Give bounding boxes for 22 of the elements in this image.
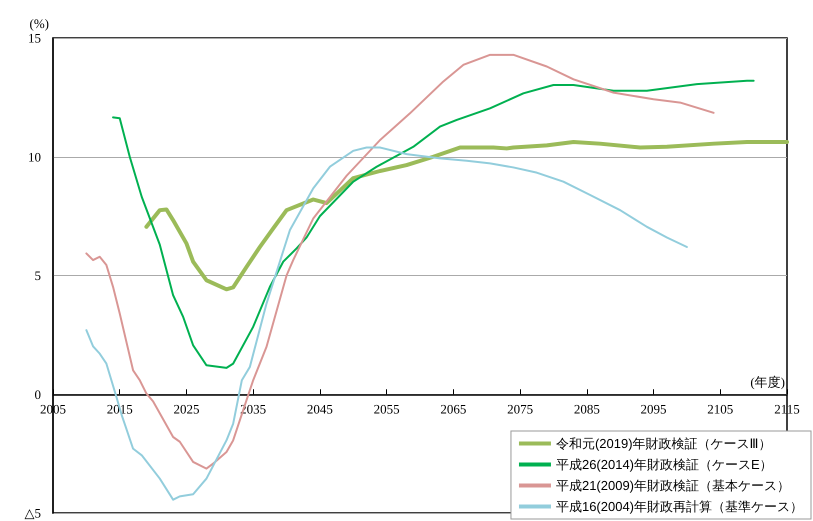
y-tick-label: 0 [34,386,41,402]
y-tick-label: 5 [34,268,41,283]
x-tick-label: 2055 [374,401,400,416]
legend-label: 令和元(2019)年財政検証（ケースⅢ） [556,436,772,451]
x-tick-label: 2105 [707,401,734,416]
line-series [112,80,755,369]
x-tick-label: 2025 [173,401,200,416]
x-tick-label: 2015 [106,401,133,416]
x-axis-title: (年度) [750,374,785,390]
y-axis-title: (%) [30,16,49,31]
legend-label: 平成21(2009)年財政検証（基本ケース） [556,478,790,493]
y-tick-label: △5 [24,506,41,520]
x-tick-label: 2045 [306,401,333,416]
x-tick-label: 2075 [507,401,534,416]
y-tick-label: 15 [28,30,41,46]
x-tick-label: 2095 [640,401,667,416]
legend-label: 平成16(2004)年財政再計算（基準ケース） [556,499,804,514]
x-tick-label: 2085 [574,401,600,416]
y-tick-label: 10 [28,149,41,164]
x-tick-label: 2065 [440,401,466,416]
line-series [144,140,789,292]
legend-label: 平成26(2014)年財政検証（ケースE） [556,457,773,472]
